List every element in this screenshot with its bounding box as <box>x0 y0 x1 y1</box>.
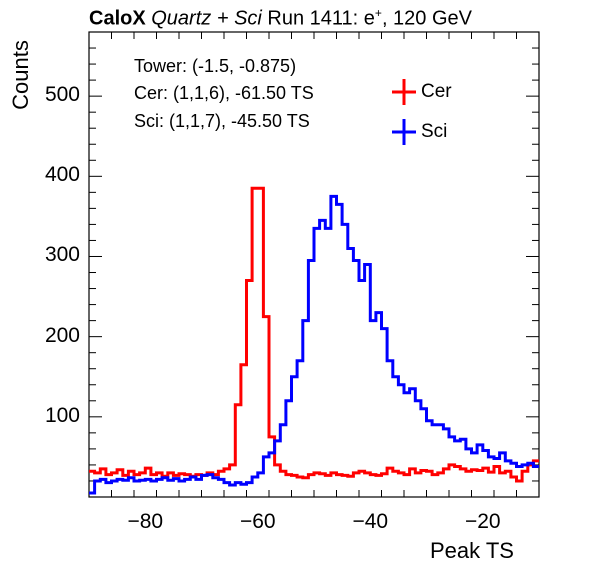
info-tower: Tower: (-1.5, -0.875) <box>134 56 297 76</box>
legend-label-cer: Cer <box>421 81 452 102</box>
y-tick-label: 100 <box>44 403 80 427</box>
y-tick-label: 500 <box>44 83 80 107</box>
y-tick-label: 300 <box>44 243 80 267</box>
title-sup: + <box>374 6 382 20</box>
x-tick-label: −20 <box>464 510 501 533</box>
title-prefix: CaloX <box>89 7 146 30</box>
x-tick-label: −60 <box>239 510 276 533</box>
x-tick-label: −40 <box>352 510 389 533</box>
series-cer-line <box>89 186 539 483</box>
x-tick-label: −80 <box>127 510 164 533</box>
chart-title: CaloX Quartz + Sci Run 1411: e+, 120 GeV <box>89 6 472 31</box>
y-tick-label: 200 <box>44 323 80 347</box>
series-sci-line <box>89 194 539 495</box>
info-cer: Cer: (1,1,6), -61.50 TS <box>134 83 314 103</box>
y-tick-label: 400 <box>44 163 80 187</box>
title-tail: , 120 GeV <box>381 7 472 30</box>
title-italic: Quartz + Sci <box>151 7 262 30</box>
legend-label-sci: Sci <box>421 121 448 142</box>
info-sci: Sci: (1,1,7), -45.50 TS <box>134 111 310 131</box>
title-run: Run 1411: e <box>267 7 375 30</box>
info-box: Tower: (-1.5, -0.875) Cer: (1,1,6), -61.… <box>120 50 370 142</box>
x-axis-label: Peak TS <box>430 538 514 563</box>
